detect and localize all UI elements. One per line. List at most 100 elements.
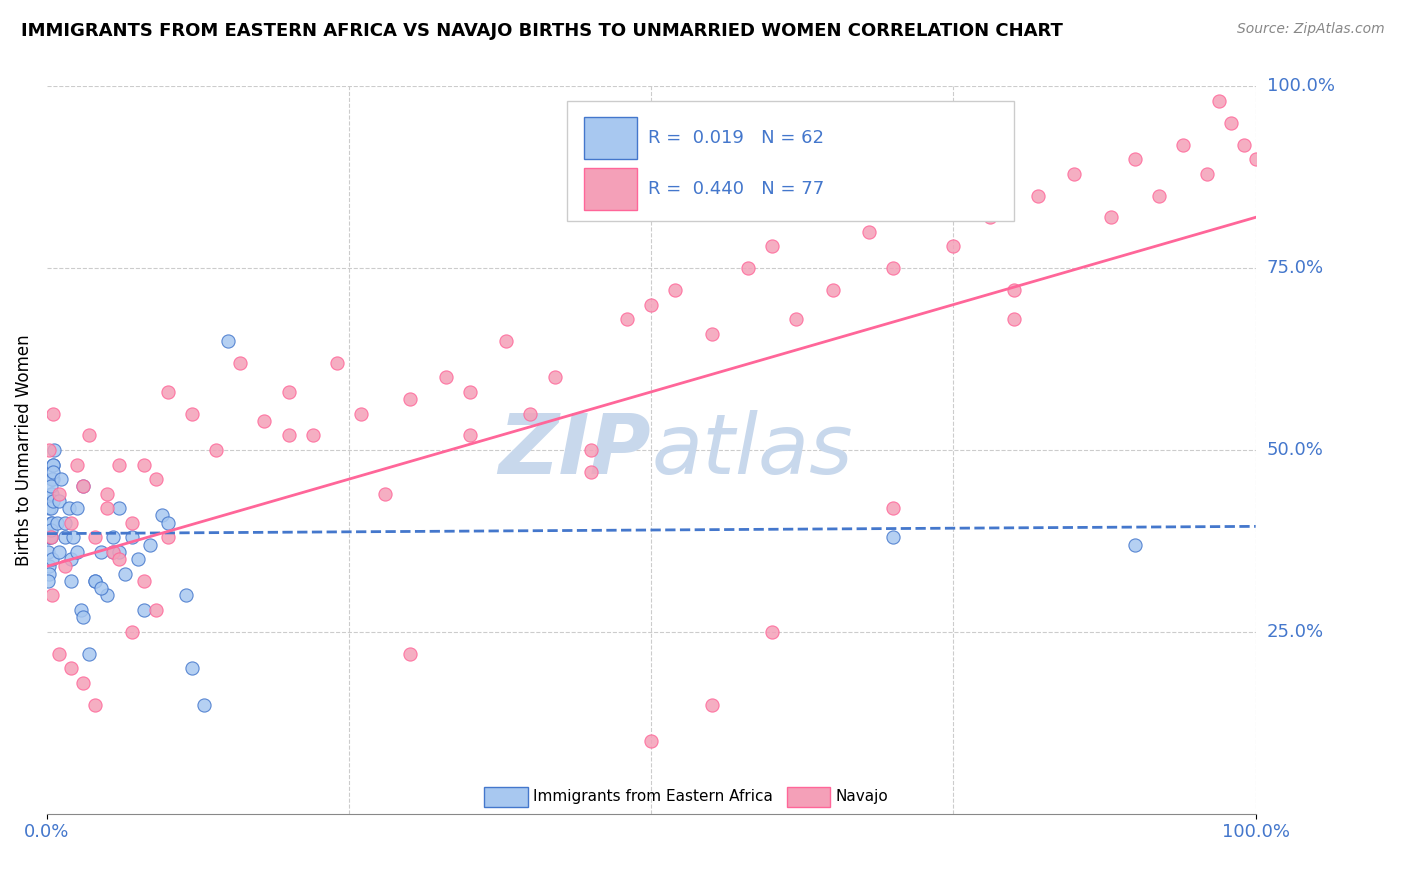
Point [41,552,63,566]
Point [39,530,62,544]
Point [90,545,112,559]
Point [121,624,143,639]
Point [350,407,373,421]
Point [1002,283,1025,297]
Point [616,312,638,326]
Point [1123,152,1146,166]
Point [66,501,89,516]
Point [458,384,481,399]
Y-axis label: Births to Unmarried Women: Births to Unmarried Women [15,334,32,566]
Point [58,501,80,516]
Point [905,188,928,202]
Text: 50.0%: 50.0% [1267,441,1323,459]
Point [579,465,602,479]
Point [145,603,167,617]
Point [41,472,63,486]
Point [96,589,118,603]
Point [60,574,83,588]
Point [108,552,131,566]
Point [108,501,131,516]
Point [277,428,299,442]
Text: 100.0%: 100.0% [1267,78,1334,95]
Point [42,407,65,421]
Text: ZIP: ZIP [499,409,651,491]
Point [150,508,173,523]
Point [277,384,299,399]
FancyBboxPatch shape [583,168,637,210]
Point [48,545,70,559]
Point [1123,537,1146,551]
Point [543,370,565,384]
Point [942,239,965,253]
Point [114,566,136,581]
Point [882,530,904,544]
Point [761,624,783,639]
Point [39,501,62,516]
Point [121,530,143,544]
Point [69,603,91,617]
FancyBboxPatch shape [583,117,637,159]
Point [39,479,62,493]
Point [37,574,59,588]
Point [458,428,481,442]
Point [72,479,94,493]
Point [138,537,160,551]
Point [174,589,197,603]
Point [96,501,118,516]
Point [495,334,517,348]
Point [41,486,63,500]
Point [1026,188,1049,202]
Point [84,530,107,544]
Text: 75.0%: 75.0% [1267,260,1324,277]
Point [48,647,70,661]
FancyBboxPatch shape [567,101,1014,221]
Point [38,559,60,574]
Point [77,428,100,442]
Point [700,326,723,341]
Point [156,530,179,544]
Point [41,472,63,486]
Point [53,530,76,544]
Text: atlas: atlas [651,409,853,491]
Point [72,675,94,690]
Point [1171,137,1194,152]
Point [42,458,65,472]
Point [45,516,67,530]
Point [145,472,167,486]
Point [77,647,100,661]
Point [398,647,420,661]
Point [103,545,125,559]
Point [38,443,60,458]
Point [374,486,396,500]
Point [39,516,62,530]
Point [1147,188,1170,202]
Point [84,574,107,588]
Point [156,384,179,399]
Point [42,458,65,472]
Point [1002,312,1025,326]
Point [38,530,60,544]
Point [60,661,83,675]
Point [519,407,541,421]
Point [53,559,76,574]
Point [38,566,60,581]
Point [434,370,457,384]
Point [60,552,83,566]
Point [42,465,65,479]
Point [1197,167,1219,181]
Point [108,545,131,559]
Point [42,494,65,508]
Point [53,516,76,530]
Point [326,356,349,370]
Point [229,356,252,370]
Point [181,407,204,421]
Text: 25.0%: 25.0% [1267,623,1324,640]
Point [253,414,276,428]
Point [132,458,155,472]
Point [96,486,118,500]
Point [62,530,84,544]
Point [640,297,662,311]
Point [1244,152,1267,166]
Point [84,698,107,712]
Point [1220,116,1243,130]
